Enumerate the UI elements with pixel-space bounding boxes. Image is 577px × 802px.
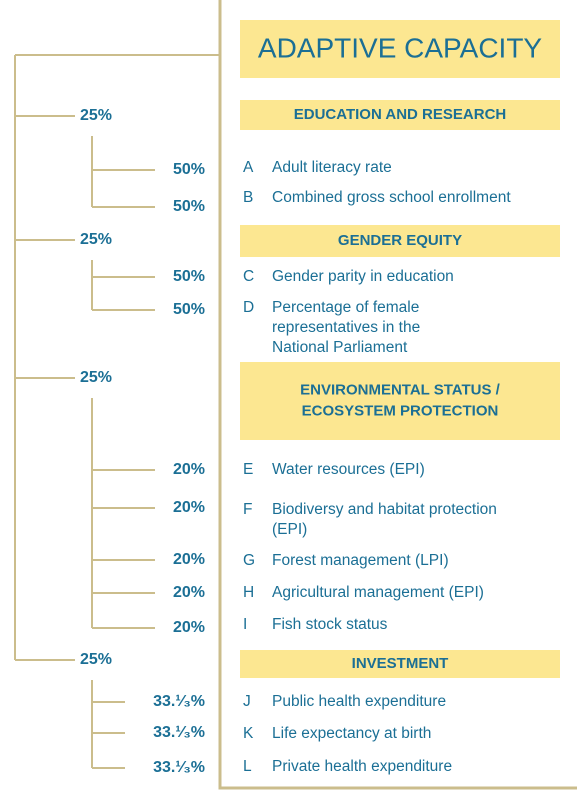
section-heading: ECOSYSTEM PROTECTION [302,402,499,419]
item-label: Private health expenditure [272,758,452,775]
item-letter: B [243,189,253,206]
item-weight: 20% [173,551,205,568]
section-heading: EDUCATION AND RESEARCH [294,106,507,123]
item-letter: D [243,299,254,316]
item-label: Percentage of female [272,299,419,316]
item-label: (EPI) [272,521,307,538]
section-bar [240,100,560,130]
item-label: Combined gross school enrollment [272,189,511,206]
item-letter: H [243,584,254,601]
item-weight: 33.¹⁄₃% [153,693,205,710]
section-bar [240,225,560,257]
item-label: Public health expenditure [272,693,446,710]
item-label: Water resources (EPI) [272,461,425,478]
group-weight: 25% [80,107,112,124]
item-weight: 50% [173,161,205,178]
item-weight: 50% [173,268,205,285]
item-letter: L [243,758,252,775]
section-bar [240,362,560,440]
item-label: Biodiversy and habitat protection [272,501,497,518]
item-label: Fish stock status [272,616,388,633]
item-weight: 20% [173,584,205,601]
item-weight: 20% [173,461,205,478]
section-heading: GENDER EQUITY [338,232,462,249]
section-heading: ENVIRONMENTAL STATUS / [300,381,501,398]
item-letter: A [243,159,254,176]
item-label: Adult literacy rate [272,159,392,176]
item-weight: 50% [173,198,205,215]
item-weight: 50% [173,301,205,318]
item-letter: C [243,268,254,285]
title: ADAPTIVE CAPACITY [258,32,543,63]
group-weight: 25% [80,651,112,668]
item-label: representatives in the [272,319,420,336]
item-label: Agricultural management (EPI) [272,584,484,601]
section-bar [240,650,560,678]
item-label: National Parliament [272,339,408,356]
title-box [240,20,560,78]
item-letter: I [243,616,247,633]
section-heading: INVESTMENT [352,655,449,672]
group-weight: 25% [80,231,112,248]
item-weight: 33.¹⁄₃% [153,724,205,741]
item-label: Forest management (LPI) [272,552,449,569]
item-letter: J [243,693,251,710]
item-weight: 20% [173,619,205,636]
item-letter: G [243,552,255,569]
item-weight: 33.¹⁄₃% [153,759,205,776]
item-label: Gender parity in education [272,268,454,285]
group-weight: 25% [80,369,112,386]
item-letter: E [243,461,253,478]
item-label: Life expectancy at birth [272,725,431,742]
item-letter: F [243,501,252,518]
item-weight: 20% [173,499,205,516]
item-letter: K [243,725,254,742]
